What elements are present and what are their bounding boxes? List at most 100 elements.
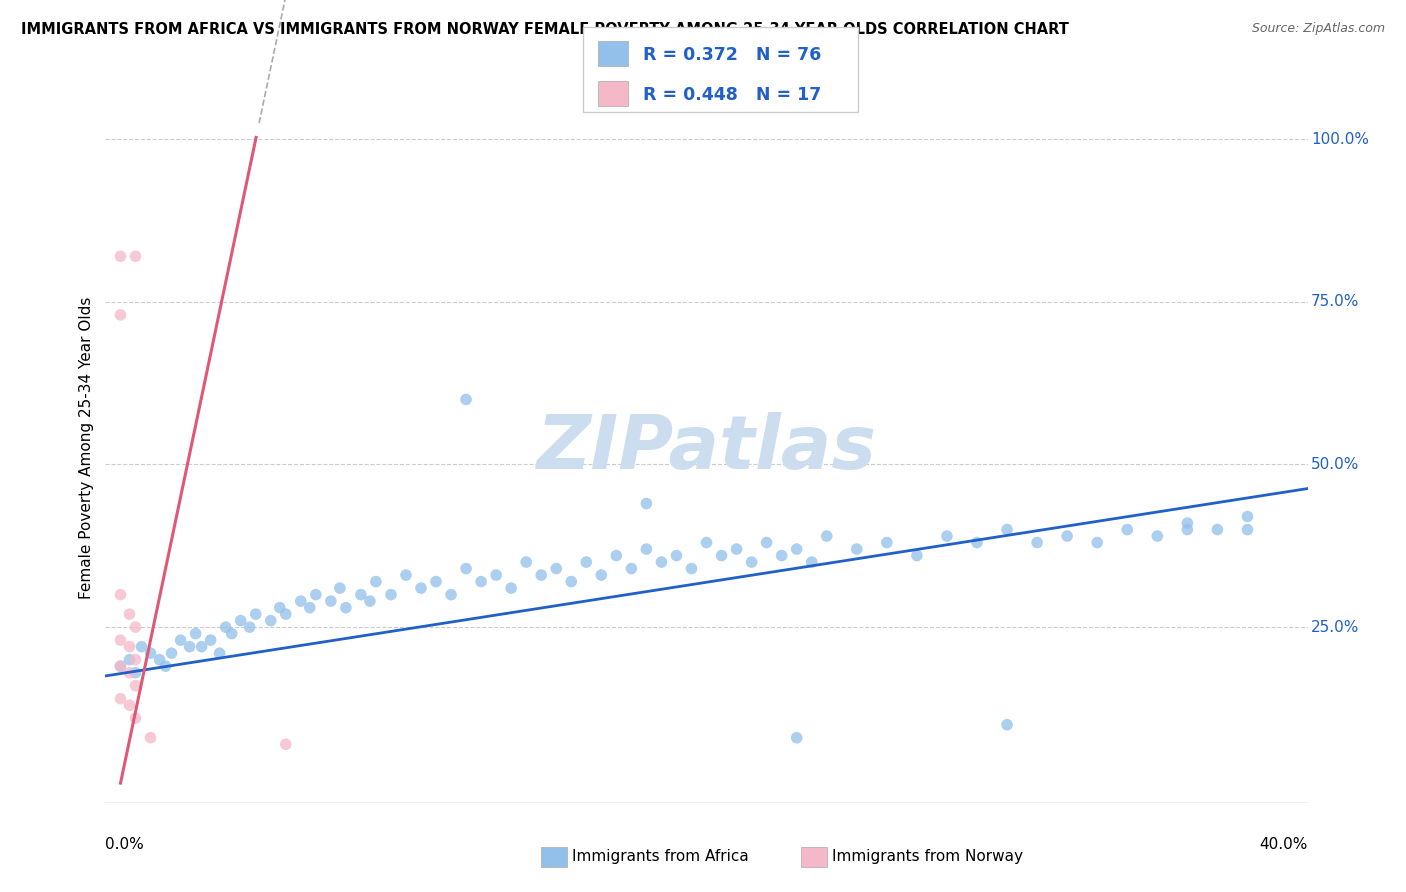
Point <box>786 731 808 745</box>
Text: Immigrants from Africa: Immigrants from Africa <box>572 849 749 863</box>
Point <box>124 711 146 725</box>
Point <box>665 549 688 563</box>
Text: Immigrants from Norway: Immigrants from Norway <box>832 849 1024 863</box>
Point <box>650 555 672 569</box>
Point <box>710 549 733 563</box>
Text: 100.0%: 100.0% <box>1312 132 1369 146</box>
Point <box>110 691 132 706</box>
Point <box>800 555 823 569</box>
Text: 75.0%: 75.0% <box>1312 294 1360 310</box>
Point <box>110 659 132 673</box>
Point <box>755 535 778 549</box>
Point <box>546 561 568 575</box>
Text: 0.0%: 0.0% <box>105 837 145 852</box>
Point <box>876 535 898 549</box>
Point <box>269 600 291 615</box>
Point <box>620 561 643 575</box>
Point <box>359 594 381 608</box>
Point <box>936 529 959 543</box>
Point <box>560 574 582 589</box>
Point <box>636 542 658 557</box>
Point <box>245 607 267 621</box>
Point <box>110 633 132 648</box>
Point <box>200 633 222 648</box>
Point <box>169 633 191 648</box>
Point <box>1175 523 1198 537</box>
Point <box>110 249 132 263</box>
Point <box>1116 523 1139 537</box>
Point <box>575 555 598 569</box>
Point <box>124 679 146 693</box>
Point <box>454 561 477 575</box>
Point <box>845 542 868 557</box>
Point <box>395 568 418 582</box>
Y-axis label: Female Poverty Among 25-34 Year Olds: Female Poverty Among 25-34 Year Olds <box>79 297 94 599</box>
Point <box>139 646 162 660</box>
Point <box>124 620 146 634</box>
Point <box>1056 529 1078 543</box>
Text: 40.0%: 40.0% <box>1260 837 1308 852</box>
Point <box>741 555 763 569</box>
Point <box>966 535 988 549</box>
Point <box>124 653 146 667</box>
Point <box>118 640 141 654</box>
Point <box>454 392 477 407</box>
Point <box>1146 529 1168 543</box>
Point <box>118 653 141 667</box>
Point <box>364 574 387 589</box>
Point <box>725 542 748 557</box>
Text: ZIPatlas: ZIPatlas <box>537 412 876 484</box>
Point <box>139 731 162 745</box>
Point <box>110 308 132 322</box>
Point <box>1206 523 1229 537</box>
Point <box>118 665 141 680</box>
Text: Source: ZipAtlas.com: Source: ZipAtlas.com <box>1251 22 1385 36</box>
Point <box>485 568 508 582</box>
Point <box>786 542 808 557</box>
Point <box>1236 523 1258 537</box>
Point <box>470 574 492 589</box>
Point <box>696 535 718 549</box>
Point <box>124 665 146 680</box>
Point <box>440 588 463 602</box>
Text: R = 0.372   N = 76: R = 0.372 N = 76 <box>643 46 821 64</box>
Point <box>329 581 352 595</box>
Point <box>905 549 928 563</box>
Text: 50.0%: 50.0% <box>1312 457 1360 472</box>
Point <box>298 600 321 615</box>
Point <box>190 640 212 654</box>
Text: 25.0%: 25.0% <box>1312 620 1360 634</box>
Point <box>260 614 283 628</box>
Point <box>118 698 141 713</box>
Point <box>335 600 357 615</box>
Point <box>770 549 793 563</box>
Point <box>380 588 402 602</box>
Point <box>274 607 297 621</box>
Point <box>1026 535 1049 549</box>
Point <box>110 588 132 602</box>
Point <box>1236 509 1258 524</box>
Point <box>681 561 703 575</box>
Point <box>184 626 207 640</box>
Point <box>591 568 613 582</box>
Point <box>515 555 537 569</box>
Point <box>290 594 312 608</box>
Point <box>131 640 153 654</box>
Point <box>1175 516 1198 530</box>
Point <box>221 626 243 640</box>
Point <box>305 588 328 602</box>
Point <box>636 496 658 510</box>
Point <box>1085 535 1108 549</box>
Point <box>124 249 146 263</box>
Point <box>118 607 141 621</box>
Point <box>530 568 553 582</box>
Point <box>179 640 201 654</box>
Point <box>319 594 342 608</box>
Point <box>501 581 523 595</box>
Point <box>425 574 447 589</box>
Point <box>110 659 132 673</box>
Point <box>155 659 177 673</box>
Point <box>160 646 183 660</box>
Text: IMMIGRANTS FROM AFRICA VS IMMIGRANTS FROM NORWAY FEMALE POVERTY AMONG 25-34 YEAR: IMMIGRANTS FROM AFRICA VS IMMIGRANTS FRO… <box>21 22 1069 37</box>
Point <box>995 717 1018 731</box>
